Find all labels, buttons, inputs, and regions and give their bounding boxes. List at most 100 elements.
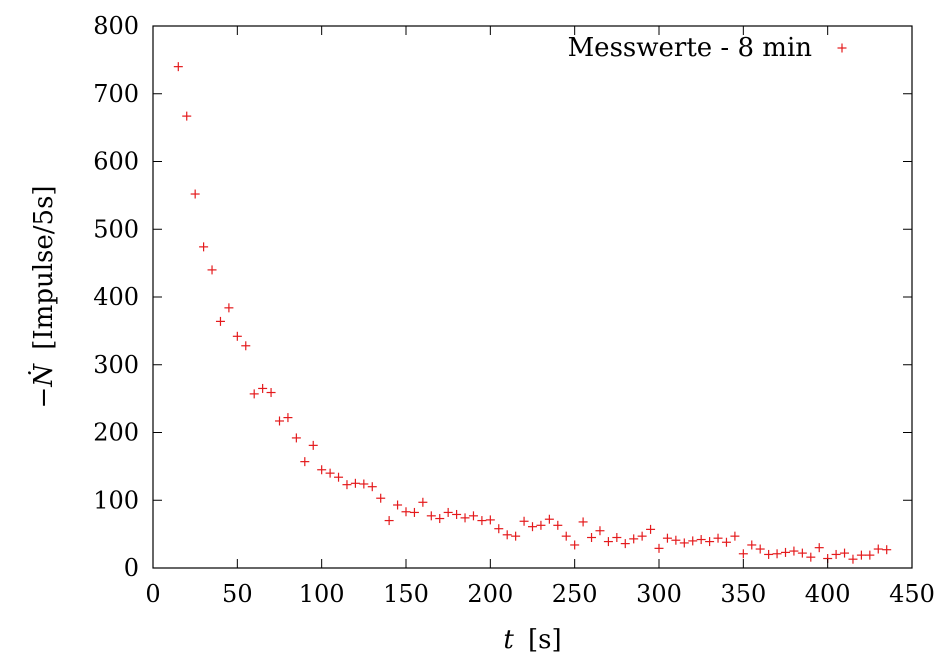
data-point bbox=[350, 478, 360, 488]
data-point bbox=[334, 472, 344, 482]
data-point bbox=[359, 479, 369, 489]
data-point bbox=[646, 524, 656, 534]
data-point bbox=[755, 544, 765, 554]
data-point bbox=[460, 513, 470, 523]
data-point bbox=[730, 531, 740, 541]
legend: Messwerte - 8 min bbox=[568, 33, 847, 63]
data-point bbox=[629, 534, 639, 544]
data-point bbox=[266, 388, 276, 398]
y-tick-label: 400 bbox=[93, 283, 139, 311]
legend-marker-symbol bbox=[837, 43, 847, 53]
y-tick-label: 0 bbox=[124, 554, 139, 582]
legend-label: Messwerte - 8 min bbox=[568, 33, 813, 63]
data-point bbox=[536, 520, 546, 530]
x-tick-label: 0 bbox=[145, 580, 160, 608]
data-point bbox=[182, 111, 192, 121]
y-axis-label-var: −Ṅ bbox=[27, 363, 59, 409]
y-tick-label: 100 bbox=[93, 486, 139, 514]
data-points bbox=[173, 62, 892, 564]
data-point bbox=[300, 457, 310, 467]
data-point bbox=[190, 189, 200, 199]
x-tick-label: 250 bbox=[552, 580, 598, 608]
axes bbox=[152, 25, 913, 569]
data-point bbox=[654, 543, 664, 553]
data-point bbox=[662, 533, 672, 543]
data-point bbox=[721, 537, 731, 547]
data-point bbox=[772, 549, 782, 559]
data-point bbox=[232, 331, 242, 341]
data-point bbox=[502, 530, 512, 540]
x-tick-label: 400 bbox=[805, 580, 851, 608]
x-tick-label: 150 bbox=[383, 580, 429, 608]
data-point bbox=[637, 531, 647, 541]
data-point bbox=[806, 552, 816, 562]
data-point bbox=[814, 543, 824, 553]
x-tick-label: 350 bbox=[720, 580, 766, 608]
data-point bbox=[485, 515, 495, 525]
y-tick-label: 500 bbox=[93, 215, 139, 243]
data-point bbox=[435, 514, 445, 524]
data-point bbox=[713, 533, 723, 543]
data-point bbox=[468, 511, 478, 521]
x-tick-label: 450 bbox=[889, 580, 935, 608]
data-point bbox=[679, 538, 689, 548]
data-point bbox=[840, 548, 850, 558]
data-point bbox=[308, 440, 318, 450]
data-point bbox=[173, 62, 183, 72]
data-point bbox=[797, 548, 807, 558]
data-point bbox=[747, 540, 757, 550]
data-point bbox=[325, 468, 335, 478]
data-point bbox=[443, 507, 453, 517]
x-tick-label: 50 bbox=[222, 580, 253, 608]
data-point bbox=[561, 531, 571, 541]
y-tick-label: 700 bbox=[93, 80, 139, 108]
x-axis-label-var: t bbox=[503, 625, 514, 655]
data-point bbox=[207, 265, 217, 275]
data-point bbox=[367, 482, 377, 492]
data-point bbox=[291, 433, 301, 443]
x-tick-label: 200 bbox=[467, 580, 513, 608]
data-point bbox=[873, 544, 883, 554]
data-point bbox=[789, 546, 799, 556]
data-point bbox=[477, 516, 487, 526]
data-point bbox=[570, 540, 580, 550]
y-tick-label: 300 bbox=[93, 351, 139, 379]
data-point bbox=[781, 547, 790, 557]
data-point bbox=[283, 413, 293, 423]
data-point bbox=[688, 536, 698, 546]
data-point bbox=[511, 531, 521, 541]
data-point bbox=[856, 550, 866, 560]
data-point bbox=[215, 316, 225, 326]
data-point bbox=[249, 389, 259, 399]
data-point bbox=[241, 341, 251, 351]
x-tick-label: 100 bbox=[299, 580, 345, 608]
plot-frame bbox=[152, 25, 913, 569]
data-point bbox=[595, 526, 605, 536]
data-point bbox=[258, 383, 268, 393]
data-point bbox=[519, 516, 529, 526]
data-point bbox=[224, 303, 234, 313]
y-tick-label: 600 bbox=[93, 148, 139, 176]
data-point bbox=[612, 533, 622, 543]
data-point bbox=[553, 520, 563, 530]
y-tick-label: 200 bbox=[93, 419, 139, 447]
data-point bbox=[578, 517, 588, 527]
data-point bbox=[764, 549, 774, 559]
data-point bbox=[882, 545, 892, 555]
data-point bbox=[705, 537, 715, 547]
data-point bbox=[317, 465, 327, 475]
data-point bbox=[452, 509, 462, 519]
data-point bbox=[494, 524, 504, 534]
data-point bbox=[384, 516, 394, 526]
data-point bbox=[401, 507, 411, 517]
data-point bbox=[199, 242, 209, 252]
data-point bbox=[603, 537, 613, 547]
data-point bbox=[342, 480, 352, 490]
y-axis-label-unit: [Impulse/5s] bbox=[29, 185, 59, 349]
data-point bbox=[409, 507, 419, 517]
x-tick-label: 300 bbox=[636, 580, 682, 608]
ticks: 0 50 100 150 200 250 300 350 400 450 0 100 200 300 400… bbox=[93, 12, 935, 608]
data-point bbox=[426, 511, 436, 521]
data-point bbox=[587, 533, 597, 543]
y-tick-label: 800 bbox=[93, 12, 139, 40]
